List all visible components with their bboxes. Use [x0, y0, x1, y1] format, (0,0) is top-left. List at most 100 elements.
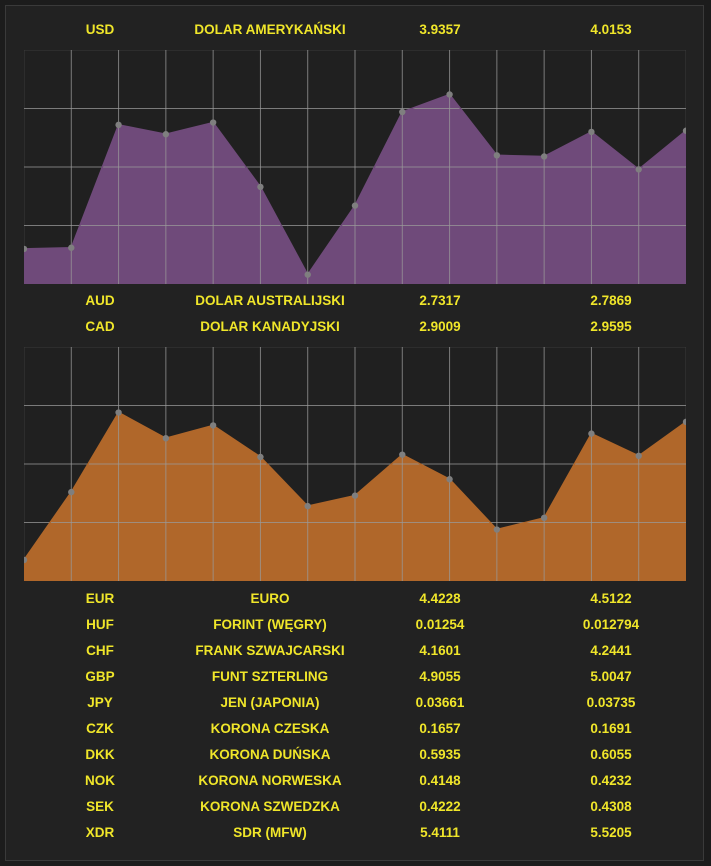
data-point [257, 183, 264, 191]
sell-rate: 0.4232 [590, 773, 632, 788]
data-point [162, 131, 170, 138]
data-point [351, 492, 359, 499]
data-point [635, 166, 642, 173]
data-point [209, 422, 217, 429]
rate-row-czk: CZK KORONA CZESKA 0.1657 0.1691 [0, 716, 711, 742]
currency-name: FRANK SZWAJCARSKI [195, 643, 345, 658]
data-point [257, 453, 264, 461]
currency-code: GBP [85, 669, 115, 684]
currency-code: CHF [86, 643, 114, 658]
rate-row-aud: AUD DOLAR AUSTRALIJSKI 2.7317 2.7869 [0, 288, 711, 314]
currency-code: AUD [85, 293, 115, 308]
currency-name: DOLAR KANADYJSKI [200, 319, 340, 334]
rate-row-usd: USD DOLAR AMERYKAŃSKI 3.9357 4.0153 [0, 17, 711, 43]
currency-code: SEK [86, 799, 114, 814]
currency-code: EUR [85, 591, 115, 606]
buy-rate: 0.1657 [419, 721, 461, 736]
sell-rate: 2.7869 [590, 293, 632, 308]
rate-row-eur: EUR EURO 4.4228 4.5122 [0, 586, 711, 612]
currency-code: HUF [86, 617, 114, 632]
sell-rate: 4.5122 [590, 591, 632, 606]
buy-rate: 3.9357 [419, 22, 461, 37]
area-chart-svg [24, 347, 686, 581]
currency-name: SDR (MFW) [233, 825, 307, 840]
data-point [446, 476, 453, 483]
data-point [115, 409, 122, 416]
rate-row-chf: CHF FRANK SZWAJCARSKI 4.1601 4.2441 [0, 638, 711, 664]
data-point [588, 128, 595, 136]
data-point [162, 435, 170, 442]
data-point [446, 91, 453, 98]
data-point [493, 526, 501, 533]
rate-row-sek: SEK KORONA SZWEDZKA 0.4222 0.4308 [0, 794, 711, 820]
buy-rate: 4.9055 [419, 669, 461, 684]
currency-code: JPY [87, 695, 113, 710]
rate-row-xdr: XDR SDR (MFW) 5.4111 5.5205 [0, 820, 711, 846]
currency-name: KORONA DUŃSKA [209, 747, 331, 762]
data-point [540, 514, 548, 522]
data-point [493, 152, 501, 159]
buy-rate: 5.4111 [420, 825, 460, 840]
sell-rate: 0.6055 [590, 747, 632, 762]
currency-name: KORONA NORWESKA [198, 773, 342, 788]
buy-rate: 4.4228 [419, 591, 461, 606]
currency-name: EURO [250, 591, 290, 606]
data-point [588, 430, 595, 437]
currency-code: DKK [85, 747, 115, 762]
currency-code: CZK [86, 721, 114, 736]
buy-rate: 4.1601 [419, 643, 461, 658]
sell-rate: 0.1691 [590, 721, 632, 736]
data-point [635, 452, 642, 460]
currency-name: KORONA SZWEDZKA [200, 799, 340, 814]
currency-code: CAD [85, 319, 115, 334]
sell-rate: 0.012794 [582, 617, 640, 632]
buy-rate: 0.4222 [419, 799, 461, 814]
buy-rate: 0.03661 [415, 695, 465, 710]
data-point [304, 271, 311, 278]
rate-row-gbp: GBP FUNT SZTERLING 4.9055 5.0047 [0, 664, 711, 690]
data-point [399, 451, 406, 458]
currency-name: FUNT SZTERLING [211, 669, 329, 684]
data-point [682, 418, 686, 426]
sell-rate: 0.03735 [586, 695, 636, 710]
rate-row-jpy: JPY JEN (JAPONIA) 0.03661 0.03735 [0, 690, 711, 716]
currency-code: NOK [85, 773, 115, 788]
rate-row-cad: CAD DOLAR KANADYJSKI 2.9009 2.9595 [0, 314, 711, 340]
data-point [68, 244, 75, 251]
buy-rate: 0.4148 [419, 773, 461, 788]
data-point [682, 127, 686, 134]
data-point [24, 245, 28, 253]
sell-rate: 4.0153 [590, 22, 632, 37]
currency-code: USD [85, 22, 115, 37]
buy-rate: 0.5935 [419, 747, 461, 762]
data-point [399, 108, 406, 116]
buy-rate: 2.9009 [419, 319, 461, 334]
data-point [304, 502, 311, 510]
area-chart-svg [24, 50, 686, 284]
data-point [115, 121, 122, 129]
buy-rate: 0.01254 [415, 617, 465, 632]
rate-chart-2 [24, 347, 686, 581]
sell-rate: 4.2441 [590, 643, 632, 658]
currency-name: KORONA CZESKA [210, 721, 330, 736]
currency-name: JEN (JAPONIA) [220, 695, 320, 710]
data-point [209, 119, 217, 126]
rate-row-huf: HUF FORINT (WĘGRY) 0.01254 0.012794 [0, 612, 711, 638]
data-point [351, 202, 359, 209]
currency-name: FORINT (WĘGRY) [213, 617, 327, 632]
currency-code: XDR [85, 825, 115, 840]
sell-rate: 5.0047 [590, 669, 632, 684]
buy-rate: 2.7317 [419, 293, 461, 308]
currency-name: DOLAR AMERYKAŃSKI [194, 22, 346, 37]
sell-rate: 5.5205 [590, 825, 632, 840]
sell-rate: 0.4308 [590, 799, 632, 814]
data-point [24, 556, 28, 564]
data-point [540, 153, 548, 160]
rate-row-dkk: DKK KORONA DUŃSKA 0.5935 0.6055 [0, 742, 711, 768]
rate-chart-1 [24, 50, 686, 284]
series-area [24, 94, 686, 284]
rate-row-nok: NOK KORONA NORWESKA 0.4148 0.4232 [0, 768, 711, 794]
currency-name: DOLAR AUSTRALIJSKI [195, 293, 345, 308]
sell-rate: 2.9595 [590, 319, 632, 334]
data-point [68, 488, 75, 496]
